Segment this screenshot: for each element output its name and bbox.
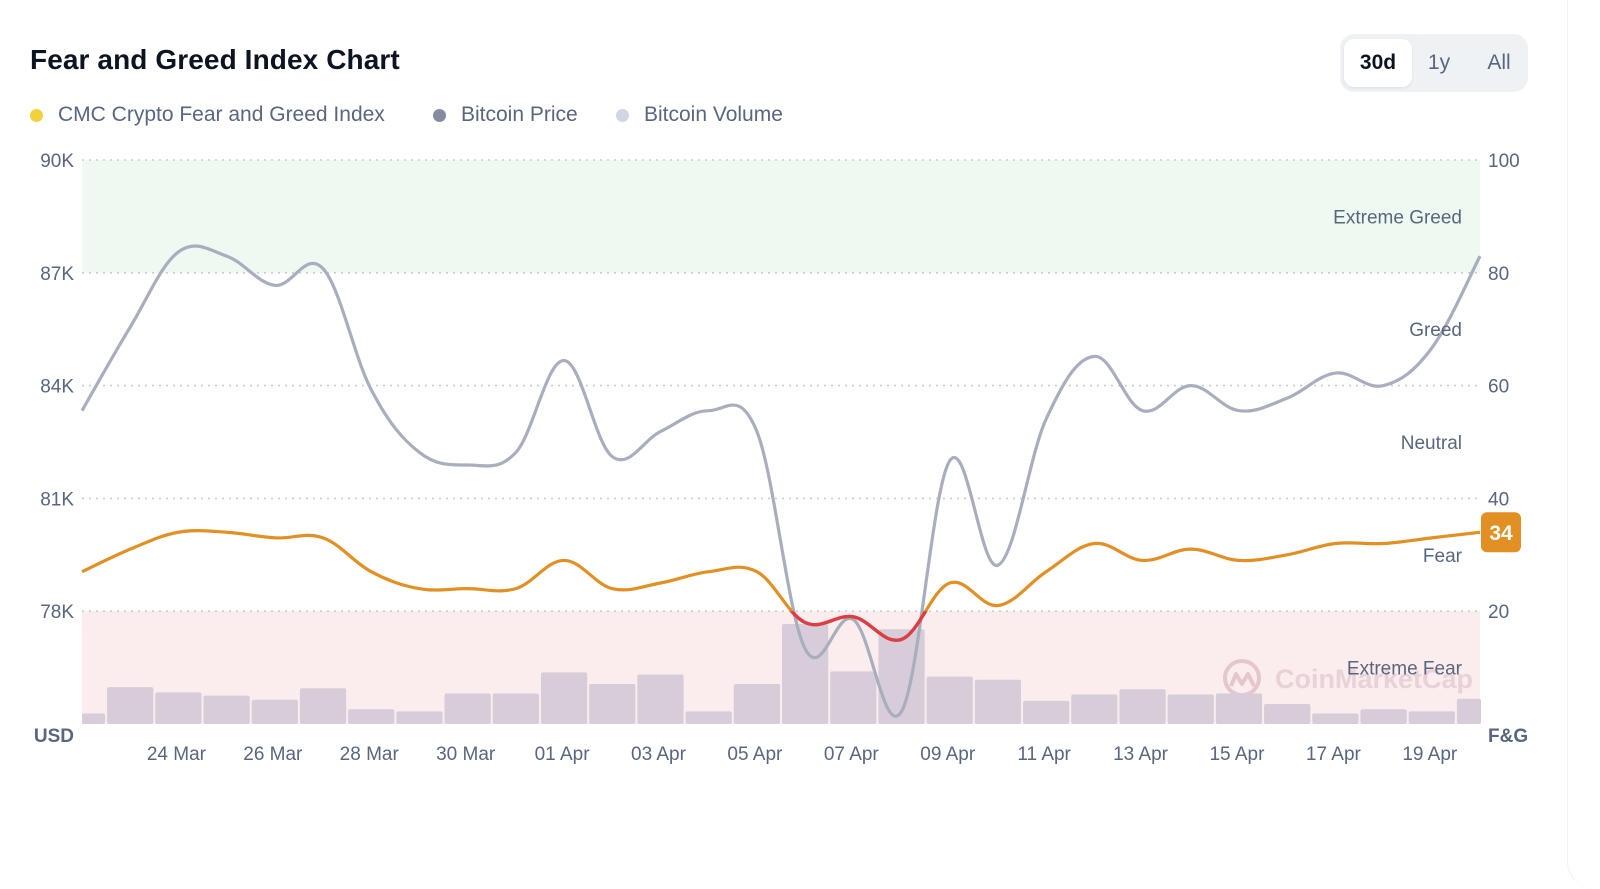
y-axis-right-tick: 60 [1488,377,1509,398]
volume-bar [685,711,732,724]
x-axis-tick: 05 Apr [727,744,783,765]
zone-label: Fear [1423,546,1463,567]
volume-bar [1215,693,1263,724]
volume-bar [299,688,347,724]
bitcoin-price-line [80,244,1482,718]
legend-dot-icon [433,109,446,122]
y-axis-left-label: USD [34,726,74,747]
current-value-badge-label: 34 [1489,522,1513,545]
zone-label: Greed [1409,320,1462,341]
x-axis-tick: 01 Apr [535,744,591,765]
volume-bar [1264,704,1311,724]
volume-bar [82,713,106,724]
x-axis-tick: 26 Mar [243,744,303,765]
y-axis-right-tick: 100 [1488,151,1520,172]
volume-bar [155,692,202,724]
y-axis-left-tick: 87K [40,264,74,285]
volume-bar [926,676,973,724]
x-axis-tick: 13 Apr [1113,744,1169,765]
volume-bar [589,684,636,724]
volume-bar [540,672,588,724]
x-axis-tick: 15 Apr [1209,744,1265,765]
range-tab-30d[interactable]: 30d [1344,39,1412,87]
volume-bar [348,709,395,724]
watermark: CoinMarketCap [1275,664,1473,694]
volume-bar [1167,694,1214,724]
x-axis-tick: 28 Mar [340,744,400,765]
volume-bar [974,679,1022,724]
x-axis-tick: 09 Apr [920,744,976,765]
legend-item-bitcoin-price[interactable]: Bitcoin Price [433,100,603,130]
y-axis-left-tick: 81K [40,489,74,510]
coinmarketcap-logo-icon [1229,672,1256,687]
x-axis-tick: 19 Apr [1402,744,1458,765]
volume-bar [396,711,443,724]
legend-item-bitcoin-volume[interactable]: Bitcoin Volume [616,100,816,130]
y-axis-right-tick: 80 [1488,264,1509,285]
legend-dot-icon [616,109,629,122]
y-axis-left-tick: 90K [40,151,74,172]
y-axis-right-tick: 40 [1488,489,1509,510]
volume-bar [830,671,877,724]
chart-title: Fear and Greed Index Chart [30,44,400,75]
volume-bar [878,629,925,724]
x-axis-tick: 11 Apr [1017,744,1071,765]
volume-bar [492,693,539,724]
y-axis-right-tick: 20 [1488,602,1509,623]
panel-edge [1567,0,1600,889]
zone-label: Extreme Greed [1333,207,1462,228]
range-tab-all[interactable]: All [1487,51,1511,74]
x-axis-tick: 03 Apr [631,744,687,765]
range-selector: 30d 1y All [1340,34,1528,92]
current-value-badge [1481,512,1521,553]
volume-bar [637,674,684,724]
legend-label: Bitcoin Price [461,103,578,126]
volume-bar [1456,698,1481,724]
zone-label: Extreme Fear [1347,659,1463,680]
volume-bar [203,695,250,724]
volume-bar [782,624,829,724]
fear-greed-line [81,529,1481,642]
volume-bar [1312,713,1359,724]
volume-bar [444,693,491,724]
volume-bar [107,687,154,724]
legend-label: CMC Crypto Fear and Greed Index [58,103,385,126]
extreme-greed-band [82,160,1480,273]
legend-item-fear-greed[interactable]: CMC Crypto Fear and Greed Index [30,100,410,130]
legend-dot-icon [30,109,43,122]
legend-label: Bitcoin Volume [644,103,783,126]
volume-bar [251,699,298,724]
x-axis-tick: 07 Apr [824,744,880,765]
range-tab-1y[interactable]: 1y [1427,51,1451,74]
y-axis-left-tick: 84K [40,377,74,398]
x-axis-tick: 30 Mar [436,744,496,765]
volume-bar [733,684,780,724]
zone-label: Neutral [1401,433,1462,454]
volume-bar [1023,700,1070,724]
x-axis-tick: 24 Mar [147,744,207,765]
volume-bar [1360,709,1407,724]
volume-bar [1408,711,1455,724]
y-axis-right-label: F&G [1488,726,1528,747]
x-axis-tick: 17 Apr [1306,744,1362,765]
y-axis-left-tick: 78K [40,602,74,623]
volume-bar [1071,694,1118,724]
volume-bar [1119,689,1166,724]
